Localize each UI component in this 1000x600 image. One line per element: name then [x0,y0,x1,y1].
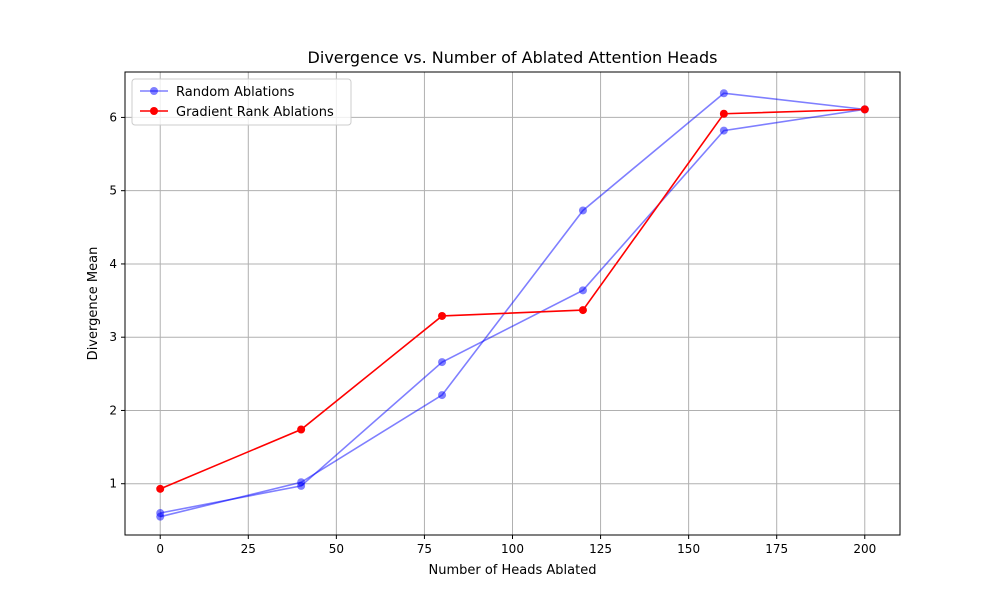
series-layer [156,89,869,521]
legend: Random Ablations Gradient Rank Ablations [131,78,352,126]
x-tick-label: 175 [765,542,788,556]
data-point-1 [297,481,306,490]
data-point-0 [438,391,447,400]
x-tick-label: 100 [501,542,524,556]
data-point-2 [297,425,306,434]
x-tick-label: 0 [156,542,164,556]
x-tick-label: 200 [853,542,876,556]
data-point-2 [578,306,587,315]
legend-label-gradient: Gradient Rank Ablations [176,105,334,120]
y-tick-label: 1 [109,477,117,491]
y-axis-ticks: 1 2 3 4 5 6 [109,110,125,491]
legend-marker-gradient [150,107,158,115]
legend-label-random: Random Ablations [176,85,295,100]
data-point-0 [578,206,587,215]
y-tick-label: 6 [109,110,117,124]
x-tick-label: 125 [589,542,612,556]
chart-title: Divergence vs. Number of Ablated Attenti… [308,48,718,67]
data-point-2 [438,311,447,320]
x-axis-label: Number of Heads Ablated [429,563,597,578]
data-point-1 [719,126,728,135]
data-point-2 [719,109,728,118]
y-axis-label: Divergence Mean [86,247,101,361]
series-line-0 [160,92,865,518]
grid-lines [125,72,900,535]
data-point-2 [860,105,869,114]
x-axis-ticks: 0 25 50 75 100 125 150 175 200 [156,535,876,556]
x-tick-label: 150 [677,542,700,556]
data-point-1 [438,358,447,367]
legend-box [131,78,352,126]
x-tick-label: 25 [241,542,256,556]
series-line-1 [160,108,865,514]
legend-marker-random [150,87,158,95]
data-point-2 [156,484,165,493]
data-point-0 [719,89,728,98]
y-tick-label: 2 [109,403,117,417]
data-point-1 [156,509,165,518]
x-tick-label: 75 [417,542,432,556]
data-point-1 [578,286,587,295]
series-line-2 [159,108,865,490]
y-tick-label: 3 [109,330,117,344]
y-tick-label: 5 [109,184,117,198]
x-tick-label: 50 [329,542,344,556]
y-tick-label: 4 [109,257,117,271]
